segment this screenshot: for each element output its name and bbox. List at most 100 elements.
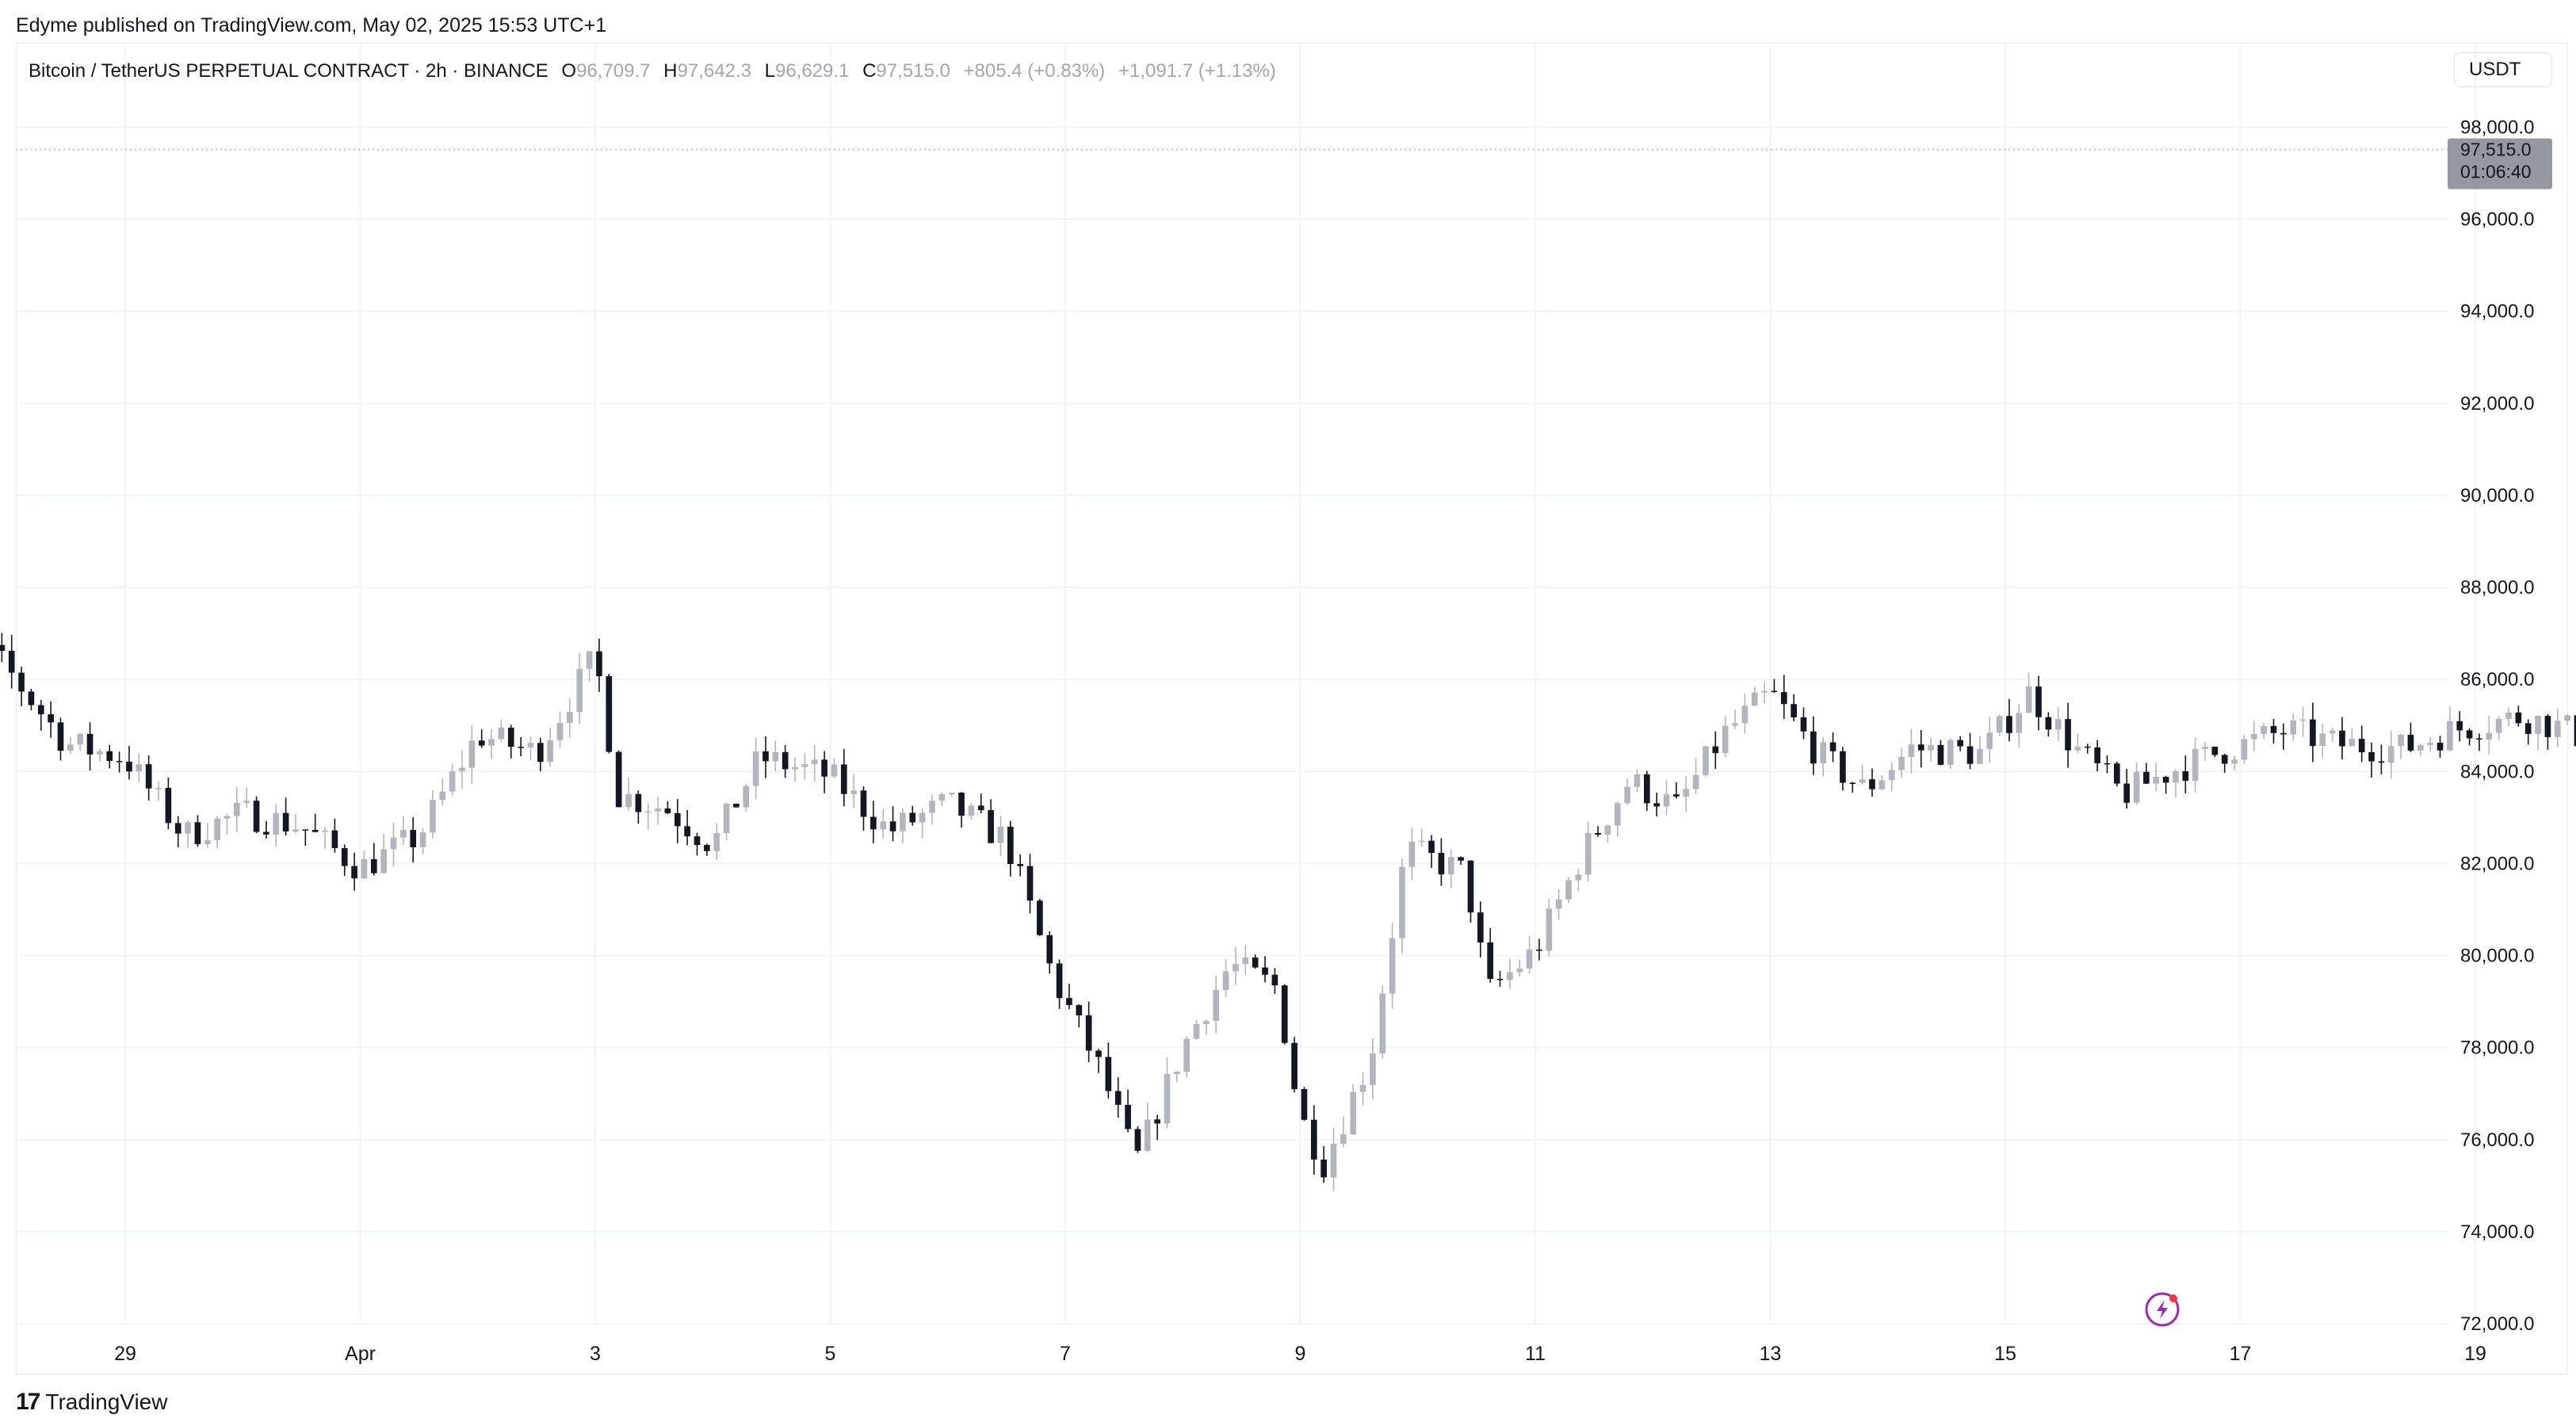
candle	[1233, 946, 1239, 985]
candle	[2045, 712, 2052, 737]
candle	[145, 755, 152, 801]
candle	[762, 736, 769, 778]
candle-body	[743, 786, 750, 808]
candle	[185, 820, 191, 848]
candle-body	[831, 764, 838, 777]
candle-body	[1820, 742, 1827, 764]
candle-body	[1937, 744, 1944, 765]
candle-body	[1800, 717, 1807, 732]
candle	[1859, 764, 1866, 785]
price-tag-price: 97,515.0	[2460, 140, 2532, 160]
candle	[919, 808, 926, 839]
candle-body	[586, 651, 593, 669]
candle	[1604, 824, 1611, 843]
tradingview-brand[interactable]: 17 TradingView	[16, 1389, 167, 1416]
candle	[253, 796, 260, 834]
candle-body	[2123, 783, 2131, 803]
candle	[1840, 747, 1846, 791]
candle	[2270, 719, 2277, 743]
candle	[664, 801, 671, 815]
candle	[1134, 1126, 1141, 1153]
candle	[2241, 735, 2248, 764]
candle-body	[1213, 989, 1220, 1021]
candle-body	[1663, 794, 1670, 807]
candle	[2554, 709, 2561, 747]
candle-body	[1849, 782, 1856, 785]
candle-body	[2162, 777, 2169, 783]
candle	[792, 757, 798, 782]
candle-body	[459, 767, 465, 772]
candle-body	[1320, 1159, 1327, 1178]
candle-body	[341, 847, 348, 866]
candle-body	[1683, 789, 1690, 797]
candle	[400, 816, 407, 845]
candle-body	[2006, 716, 2012, 733]
candle-body	[390, 837, 397, 850]
candle-body	[498, 728, 505, 740]
candle	[1164, 1057, 1171, 1129]
candle-body	[282, 812, 289, 831]
candle	[2035, 675, 2042, 731]
candle	[1780, 675, 1787, 719]
y-tick-label: 78,000.0	[2460, 1038, 2534, 1059]
candle-body	[292, 829, 299, 831]
candle	[655, 797, 661, 825]
candle	[2407, 722, 2414, 752]
candle-body	[1105, 1057, 1112, 1091]
candle-body	[253, 801, 260, 832]
candle-body	[1114, 1091, 1122, 1105]
candle	[2250, 721, 2257, 751]
candle	[909, 805, 916, 826]
legend-symbol[interactable]: Bitcoin / TetherUS PERPETUAL CONTRACT · …	[29, 60, 548, 82]
candle-body	[1399, 866, 1405, 938]
candle-body	[145, 764, 152, 789]
candle	[1829, 732, 1836, 763]
candle-body	[2407, 734, 2414, 751]
y-tick-label: 72,000.0	[2460, 1313, 2534, 1335]
candle	[468, 725, 476, 784]
x-tick-label: 3	[590, 1343, 601, 1365]
candle	[1722, 716, 1729, 758]
candle	[1447, 849, 1454, 889]
candle	[2202, 741, 2208, 761]
y-tick-label: 76,000.0	[2460, 1130, 2534, 1151]
currency-button[interactable]: USDT	[2454, 52, 2552, 87]
candle	[1330, 1127, 1337, 1191]
candle	[1174, 1071, 1180, 1083]
x-tick-label: 5	[825, 1343, 836, 1365]
candle-body	[2329, 730, 2336, 734]
candle	[97, 748, 103, 762]
candle-body	[655, 808, 661, 812]
candle	[615, 750, 622, 808]
candle	[2486, 716, 2493, 755]
candle-body	[782, 751, 789, 770]
candle	[1996, 714, 2003, 736]
candle-body	[1526, 950, 1533, 969]
candle	[2515, 705, 2522, 727]
candle-body	[2495, 719, 2502, 733]
chart-frame	[16, 43, 2568, 1374]
candle-body	[889, 821, 896, 831]
candle	[2466, 728, 2473, 746]
candle-body	[2436, 743, 2444, 751]
candle	[1203, 1019, 1210, 1035]
lightning-icon[interactable]	[2145, 1292, 2180, 1327]
candle-body	[106, 751, 113, 762]
candle	[106, 744, 113, 769]
candle	[302, 829, 309, 847]
candle-body	[1134, 1129, 1141, 1151]
candle-body	[860, 790, 867, 817]
candle-body	[1144, 1119, 1151, 1151]
candle-body	[155, 787, 162, 789]
candle-body	[1507, 972, 1513, 980]
candle	[968, 802, 975, 820]
legend-close-value: 97,515.0	[876, 60, 950, 82]
candle	[694, 832, 701, 856]
candle-body	[2025, 686, 2032, 713]
candle	[263, 820, 269, 839]
candle-body	[1447, 857, 1454, 875]
candle-body	[997, 827, 1004, 843]
candle	[2417, 743, 2424, 756]
candle	[2310, 702, 2316, 763]
